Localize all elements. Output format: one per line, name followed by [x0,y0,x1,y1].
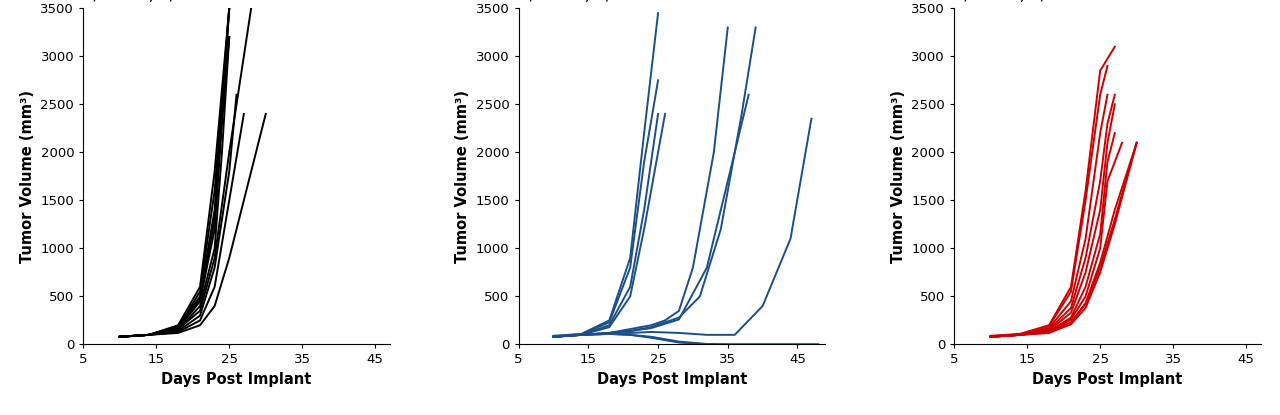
Text: C.  Anti-mGITR, 20 mg/kg
0/10 CR, 0/10 TFS: C. Anti-mGITR, 20 mg/kg 0/10 CR, 0/10 TF… [954,0,1166,4]
Y-axis label: Tumor Volume (mm³): Tumor Volume (mm³) [456,90,470,263]
Y-axis label: Tumor Volume (mm³): Tumor Volume (mm³) [891,90,906,263]
X-axis label: Days Post Implant: Days Post Implant [161,372,312,387]
Text: A.  Isotype Control
0/10 CR, 0/10 TFS: A. Isotype Control 0/10 CR, 0/10 TFS [83,0,236,4]
Y-axis label: Tumor Volume (mm³): Tumor Volume (mm³) [20,90,35,263]
Text: B.  Anti-mCD137, 10 mg/kg
2/10 CR, 1/10 TFS: B. Anti-mCD137, 10 mg/kg 2/10 CR, 1/10 T… [518,0,746,4]
X-axis label: Days Post Implant: Days Post Implant [1032,372,1183,387]
X-axis label: Days Post Implant: Days Post Implant [596,372,748,387]
